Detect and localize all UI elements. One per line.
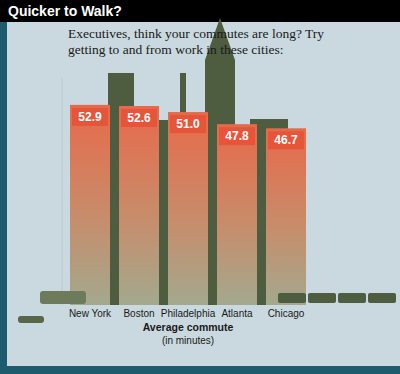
x-tick-label: Philadelphia [161,308,216,319]
x-tick-label: New York [69,308,112,319]
data-label-bg [170,115,206,133]
train-car [338,293,366,303]
data-label: 51.0 [176,117,200,131]
data-label-bg [72,108,108,126]
y-axis-line [62,78,63,305]
data-label: 52.6 [127,111,151,125]
data-label: 46.7 [274,133,298,147]
data-label: 52.9 [78,110,102,124]
data-label-bg [268,131,304,149]
car [18,316,44,323]
x-axis-label: Average commute [143,321,234,333]
chart-root: Quicker to Walk? 52.9 52.6 51.0 47.8 46.7 New … [0,0,400,374]
data-label: 47.8 [225,129,249,143]
train-car [368,293,396,303]
bar [266,128,306,305]
bus [40,291,86,304]
left-border [0,0,7,374]
train-car [308,293,336,303]
x-tick-label: Boston [123,308,154,319]
bar [70,105,110,305]
bar [217,124,257,305]
train-car [278,293,306,303]
bottom-border [0,366,400,374]
data-label-bg [121,109,157,127]
x-tick-label: Atlanta [221,308,253,319]
bar [119,106,159,305]
title-bar [0,0,400,22]
annotation: (in minutes) [162,335,214,346]
bar [168,112,208,305]
subtitle: Executives, think your commutes are long… [68,26,330,58]
title: Quicker to Walk? [8,3,122,19]
data-label-bg [219,127,255,145]
background [0,0,400,374]
x-tick-label: Chicago [268,308,305,319]
